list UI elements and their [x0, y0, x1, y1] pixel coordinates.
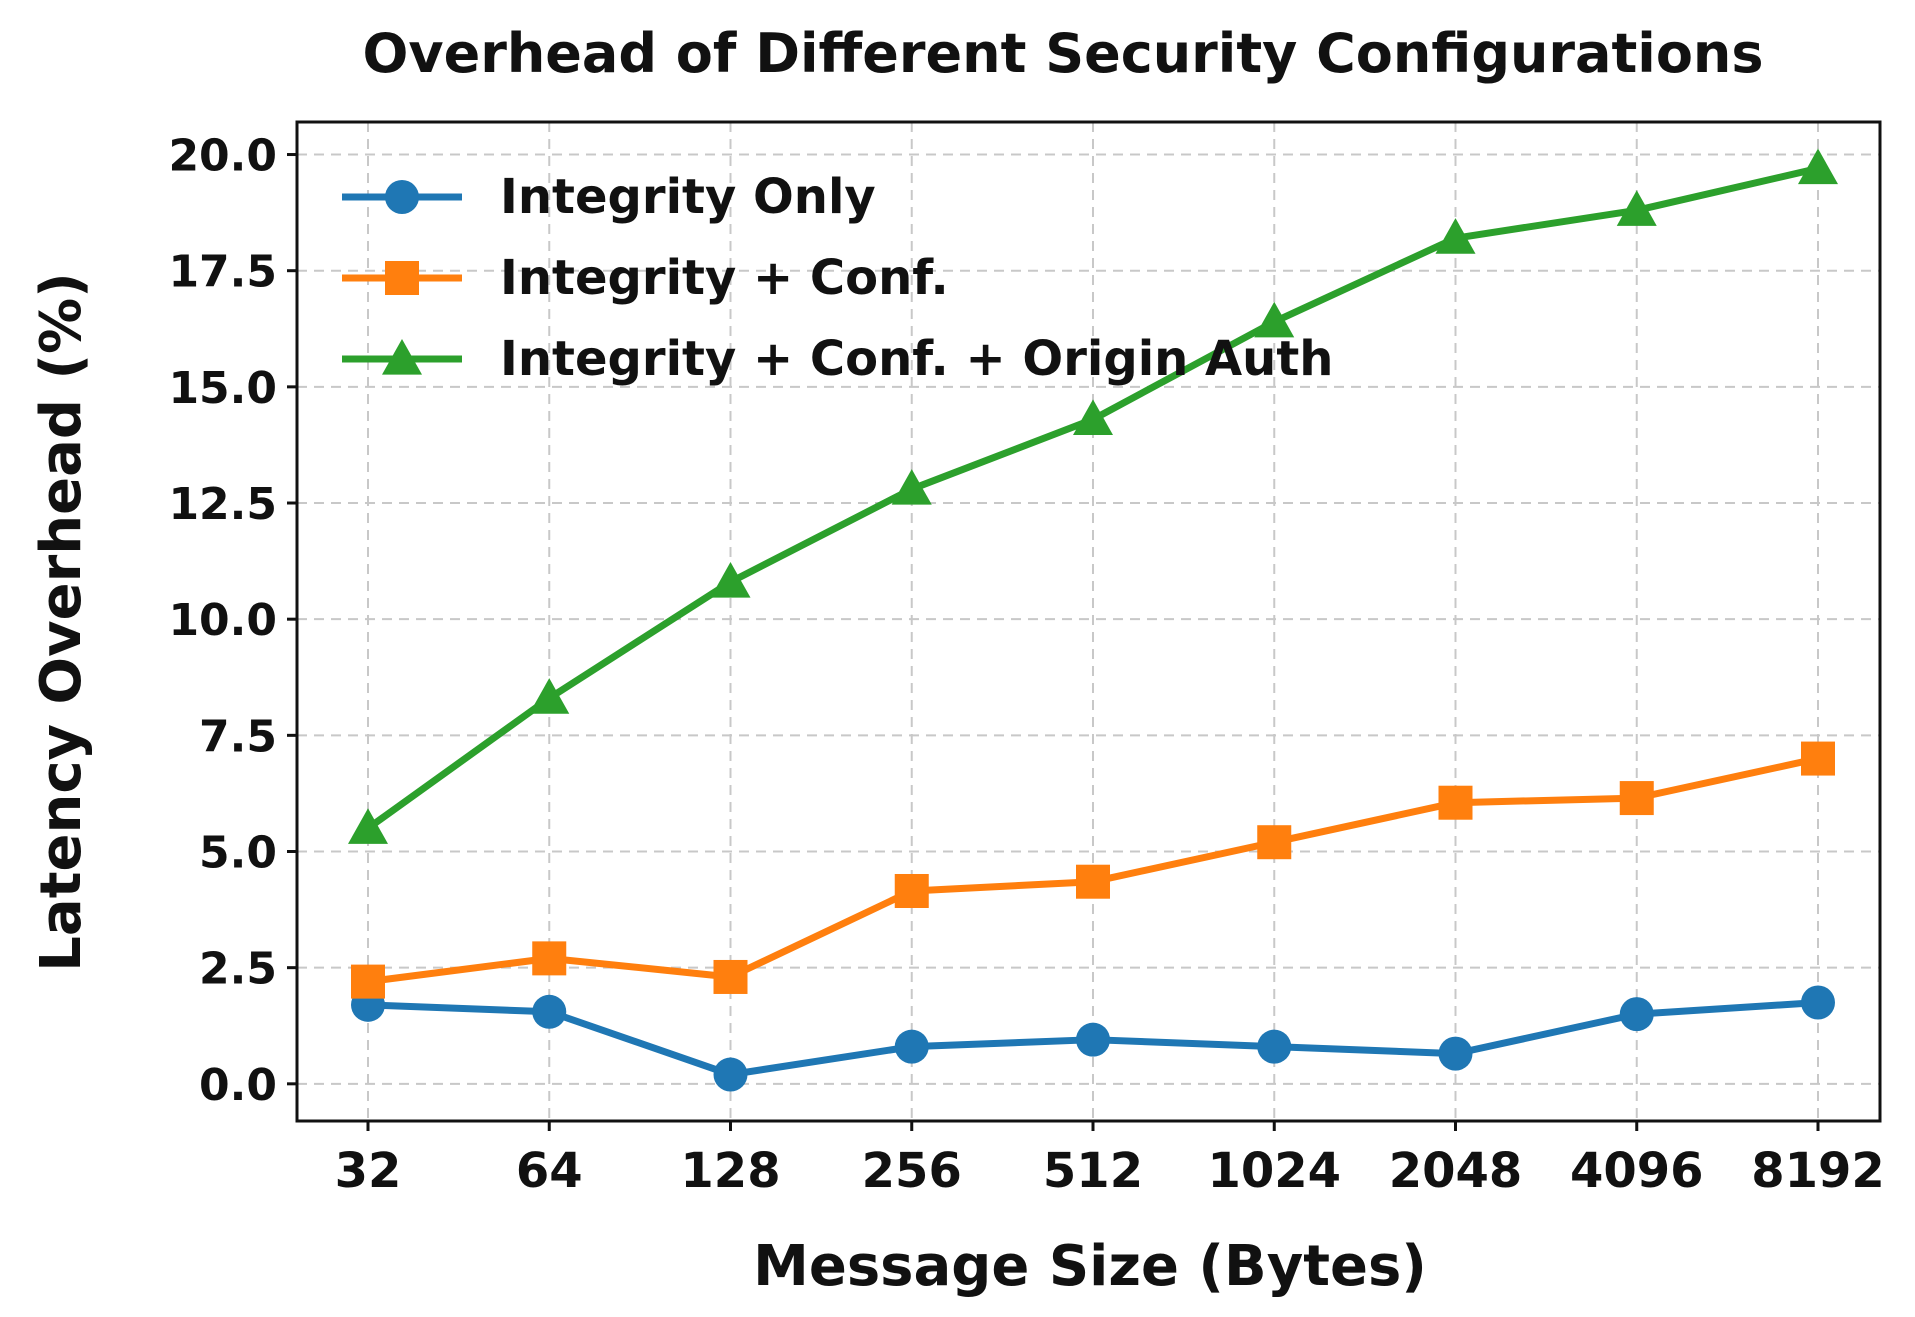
data-point [713, 959, 748, 994]
data-point [529, 678, 570, 714]
x-tick-label: 4096 [1570, 1143, 1704, 1199]
data-point [1798, 148, 1838, 185]
series-3 [348, 148, 1838, 844]
y-tick-label: 2.5 [199, 944, 277, 995]
legend-item: Integrity + Conf. + Origin Auth [342, 331, 1333, 387]
data-point [1619, 781, 1654, 816]
legend-label: Integrity + Conf. + Origin Auth [500, 331, 1333, 387]
data-point [1076, 864, 1110, 899]
legend-label: Integrity + Conf. [500, 250, 949, 306]
data-point [1073, 399, 1113, 435]
y-tick-label: 7.5 [199, 711, 277, 762]
plot-frame [295, 120, 1882, 1123]
data-point [532, 994, 567, 1029]
y-tick-label: 17.5 [168, 247, 277, 298]
data-point [713, 1057, 748, 1092]
data-point [1438, 785, 1473, 820]
x-axis: 32 64 128 256 512 1024 2048 4096 8192 [335, 1121, 1885, 1199]
data-point [1254, 301, 1295, 338]
legend-marker [382, 339, 422, 375]
data-point [891, 469, 932, 505]
y-axis: 0.0 2.5 5.0 7.5 10.0 12.5 15.0 17.5 20.0 [168, 131, 297, 1111]
y-axis-label: Latency Overhead (%) [29, 272, 94, 972]
data-point [351, 964, 385, 999]
data-point [1257, 1029, 1292, 1064]
chart-title: Overhead of Different Security Configura… [362, 22, 1763, 85]
x-tick-label: 32 [335, 1143, 402, 1199]
legend-marker [385, 180, 419, 214]
y-tick-label: 20.0 [168, 131, 277, 182]
x-tick-label: 64 [516, 1143, 583, 1199]
x-tick-label: 256 [862, 1143, 962, 1199]
data-point [1438, 1036, 1473, 1071]
data-point [1257, 825, 1292, 860]
legend: Integrity Only Integrity + Conf. Integrity… [342, 169, 1333, 387]
data-point [1076, 1022, 1110, 1057]
y-tick-label: 5.0 [199, 828, 277, 879]
series-1 [351, 985, 1835, 1092]
x-axis-label: Message Size (Bytes) [753, 1234, 1427, 1299]
data-point [348, 808, 388, 844]
grid [297, 122, 1880, 1121]
data-point [532, 941, 567, 976]
y-tick-label: 10.0 [168, 595, 277, 646]
y-tick-label: 15.0 [168, 363, 277, 414]
data-point [1616, 190, 1657, 226]
legend-label: Integrity Only [500, 169, 876, 225]
y-tick-label: 0.0 [199, 1060, 277, 1111]
y-tick-label: 12.5 [168, 479, 277, 530]
series-layer [348, 148, 1838, 1092]
data-point [1801, 741, 1835, 776]
x-tick-label: 128 [680, 1143, 780, 1199]
data-point [1619, 997, 1654, 1032]
data-point [1435, 218, 1476, 254]
series-2 [351, 741, 1835, 999]
data-point [710, 562, 751, 598]
legend-item: Integrity Only [342, 169, 876, 225]
data-point [1801, 985, 1835, 1020]
x-tick-label: 512 [1043, 1143, 1143, 1199]
x-tick-label: 8192 [1751, 1143, 1885, 1199]
data-point [894, 873, 929, 908]
x-tick-label: 2048 [1389, 1143, 1523, 1199]
legend-marker [385, 261, 419, 295]
x-tick-label: 1024 [1207, 1143, 1341, 1199]
data-point [894, 1029, 929, 1064]
legend-item: Integrity + Conf. [342, 250, 949, 306]
